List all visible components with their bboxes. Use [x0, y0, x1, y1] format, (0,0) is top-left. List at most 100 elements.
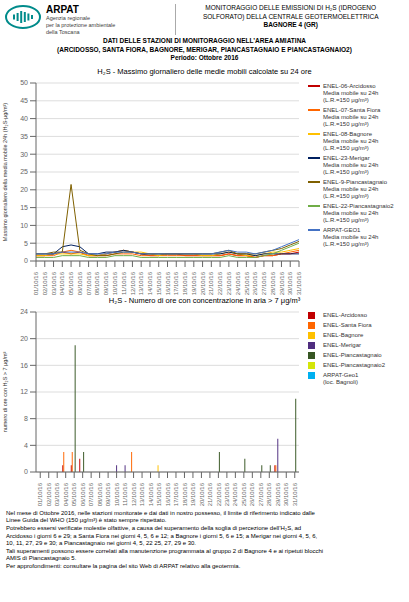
svg-text:03/10/16: 03/10/16 [54, 482, 60, 506]
svg-text:01/10/16: 01/10/16 [33, 271, 39, 295]
svg-text:25/10/16: 25/10/16 [241, 482, 247, 506]
svg-text:28/10/16: 28/10/16 [266, 482, 272, 506]
html-text:SOLFORATO) DELLA CENTRALE GEOT: SOLFORATO) DELLA CENTRALE GEOTERMOELETTR… [202, 12, 379, 20]
html-text:ENEL-23-Merigar Media mobile s: ENEL-23-Merigar Media mobile su 24h (L.R… [323, 154, 379, 175]
svg-text:31/10/16: 31/10/16 [296, 271, 302, 295]
svg-text:22/10/16: 22/10/16 [217, 271, 223, 295]
svg-text:11/10/16: 11/10/16 [121, 271, 127, 295]
svg-text:05/10/16: 05/10/16 [68, 271, 74, 295]
svg-text:16/10/16: 16/10/16 [165, 482, 171, 506]
svg-text:24: 24 [20, 308, 28, 315]
svg-text:11/10/16: 11/10/16 [122, 482, 128, 506]
html-text:ARPAT: ARPAT [46, 4, 79, 15]
svg-text:14/10/16: 14/10/16 [148, 482, 154, 506]
svg-text:Massimo giornaliero della medi: Massimo giornaliero della media mobile 2… [2, 103, 8, 241]
svg-text:5: 5 [24, 240, 28, 247]
svg-text:02/10/16: 02/10/16 [46, 482, 52, 506]
svg-text:25: 25 [20, 168, 28, 175]
svg-text:13/10/16: 13/10/16 [139, 482, 145, 506]
svg-text:0: 0 [24, 257, 28, 264]
svg-text:06/10/16: 06/10/16 [77, 271, 83, 295]
svg-text:19/10/16: 19/10/16 [190, 482, 196, 506]
html-text:Periodo: Ottobre 2016: Periodo: Ottobre 2016 [170, 54, 239, 62]
svg-text:18/10/16: 18/10/16 [182, 482, 188, 506]
svg-text:29/10/16: 29/10/16 [275, 482, 281, 506]
html-text:ENEL-22-Piancastagnaio2 Media: ENEL-22-Piancastagnaio2 Media mobile su … [323, 202, 394, 223]
svg-text:26/10/16: 26/10/16 [252, 271, 258, 295]
svg-text:30: 30 [20, 151, 28, 158]
svg-text:30/10/16: 30/10/16 [283, 482, 289, 506]
svg-text:20: 20 [20, 186, 28, 193]
html-text:MONITORAGGIO DELLE EMISSIONI D: MONITORAGGIO DELLE EMISSIONI DI H₂S (IDR… [205, 4, 377, 11]
svg-text:06/10/16: 06/10/16 [80, 482, 86, 506]
svg-text:07/10/16: 07/10/16 [88, 482, 94, 506]
svg-text:16/10/16: 16/10/16 [165, 271, 171, 295]
svg-text:08/10/16: 08/10/16 [97, 482, 103, 506]
svg-text:19/10/16: 19/10/16 [191, 271, 197, 295]
svg-text:14/10/16: 14/10/16 [147, 271, 153, 295]
svg-text:04/10/16: 04/10/16 [59, 271, 65, 295]
svg-text:26/10/16: 26/10/16 [249, 482, 255, 506]
svg-text:29/10/16: 29/10/16 [279, 271, 285, 295]
svg-text:40: 40 [20, 115, 28, 122]
svg-text:30/10/16: 30/10/16 [287, 271, 293, 295]
svg-text:07/10/16: 07/10/16 [86, 271, 92, 295]
svg-text:16: 16 [20, 362, 28, 369]
svg-text:15/10/16: 15/10/16 [156, 271, 162, 295]
svg-text:04/10/16: 04/10/16 [63, 482, 69, 506]
svg-text:0: 0 [24, 468, 28, 475]
svg-text:10: 10 [20, 222, 28, 229]
svg-text:23/10/16: 23/10/16 [224, 482, 230, 506]
svg-text:15: 15 [20, 204, 28, 211]
html-text:Nel mese di Ottobre 2016, nell: Nel mese di Ottobre 2016, nelle stazioni… [6, 509, 324, 569]
svg-text:09/10/16: 09/10/16 [105, 482, 111, 506]
svg-text:20: 20 [20, 335, 28, 342]
html-text:ENEL-06-Arcidosso Media mobile: ENEL-06-Arcidosso Media mobile su 24h (L… [323, 82, 379, 103]
svg-text:numero di ore con H₂S > 7 μg/m: numero di ore con H₂S > 7 μg/m³ [2, 351, 8, 432]
svg-text:10/10/16: 10/10/16 [112, 271, 118, 295]
svg-text:13/10/16: 13/10/16 [138, 271, 144, 295]
svg-text:31/10/16: 31/10/16 [292, 482, 298, 506]
svg-text:02/10/16: 02/10/16 [42, 271, 48, 295]
svg-text:17/10/16: 17/10/16 [173, 271, 179, 295]
svg-text:05/10/16: 05/10/16 [71, 482, 77, 506]
svg-text:17/10/16: 17/10/16 [173, 482, 179, 506]
svg-text:23/10/16: 23/10/16 [226, 271, 232, 295]
html-text:H₂S - Numero di ore con concen: H₂S - Numero di ore con concentrazione i… [108, 295, 301, 305]
svg-text:50: 50 [20, 79, 28, 86]
html-text:ENEL-08-Bagnore Media mobile s: ENEL-08-Bagnore Media mobile su 24h (L.R… [323, 130, 379, 151]
svg-text:12: 12 [20, 388, 28, 395]
svg-text:09/10/16: 09/10/16 [103, 271, 109, 295]
svg-text:21/10/16: 21/10/16 [207, 482, 213, 506]
svg-text:27/10/16: 27/10/16 [261, 271, 267, 295]
svg-text:15/10/16: 15/10/16 [156, 482, 162, 506]
html-text:Agenzia regionale per la prote: Agenzia regionale per la protezione ambi… [46, 15, 116, 35]
svg-text:20/10/16: 20/10/16 [200, 271, 206, 295]
html-text:ARPAT-Geo1 (loc. Bagnoli): ARPAT-Geo1 (loc. Bagnoli) [323, 371, 359, 385]
svg-text:12/10/16: 12/10/16 [131, 482, 137, 506]
svg-text:22/10/16: 22/10/16 [216, 482, 222, 506]
svg-text:01/10/16: 01/10/16 [37, 482, 43, 506]
svg-text:12/10/16: 12/10/16 [130, 271, 136, 295]
svg-text:25/10/16: 25/10/16 [244, 271, 250, 295]
html-text:ARPAT-GEO1 Media mobile su 24h: ARPAT-GEO1 Media mobile su 24h (L.R.=150… [323, 226, 379, 247]
svg-text:8: 8 [24, 415, 28, 422]
svg-text:24/10/16: 24/10/16 [235, 271, 241, 295]
html-text:ENEL-9-Piancastagnaio Media mo: ENEL-9-Piancastagnaio Media mobile su 24… [323, 178, 387, 199]
svg-text:27/10/16: 27/10/16 [258, 482, 264, 506]
svg-text:45: 45 [20, 97, 28, 104]
svg-text:4: 4 [24, 442, 28, 449]
html-text:H₂S - Massimo giornaliero dell: H₂S - Massimo giornaliero delle medie mo… [97, 66, 312, 76]
svg-text:08/10/16: 08/10/16 [94, 271, 100, 295]
svg-text:28/10/16: 28/10/16 [270, 271, 276, 295]
html-text:ENEL-07-Santa Fiora Media mobi: ENEL-07-Santa Fiora Media mobile su 24h … [323, 106, 381, 127]
svg-text:35: 35 [20, 133, 28, 140]
svg-text:18/10/16: 18/10/16 [182, 271, 188, 295]
svg-text:03/10/16: 03/10/16 [51, 271, 57, 295]
html-text:DATI DELLE STAZIONI DI MONITOR: DATI DELLE STAZIONI DI MONITORAGGIO NELL… [103, 37, 306, 45]
svg-text:21/10/16: 21/10/16 [208, 271, 214, 295]
svg-text:24/10/16: 24/10/16 [232, 482, 238, 506]
svg-text:20/10/16: 20/10/16 [199, 482, 205, 506]
svg-text:10/10/16: 10/10/16 [114, 482, 120, 506]
html-text:(ARCIDOSSO, SANTA FIORA, BAGNO: (ARCIDOSSO, SANTA FIORA, BAGNORE, MERIGA… [57, 45, 352, 53]
